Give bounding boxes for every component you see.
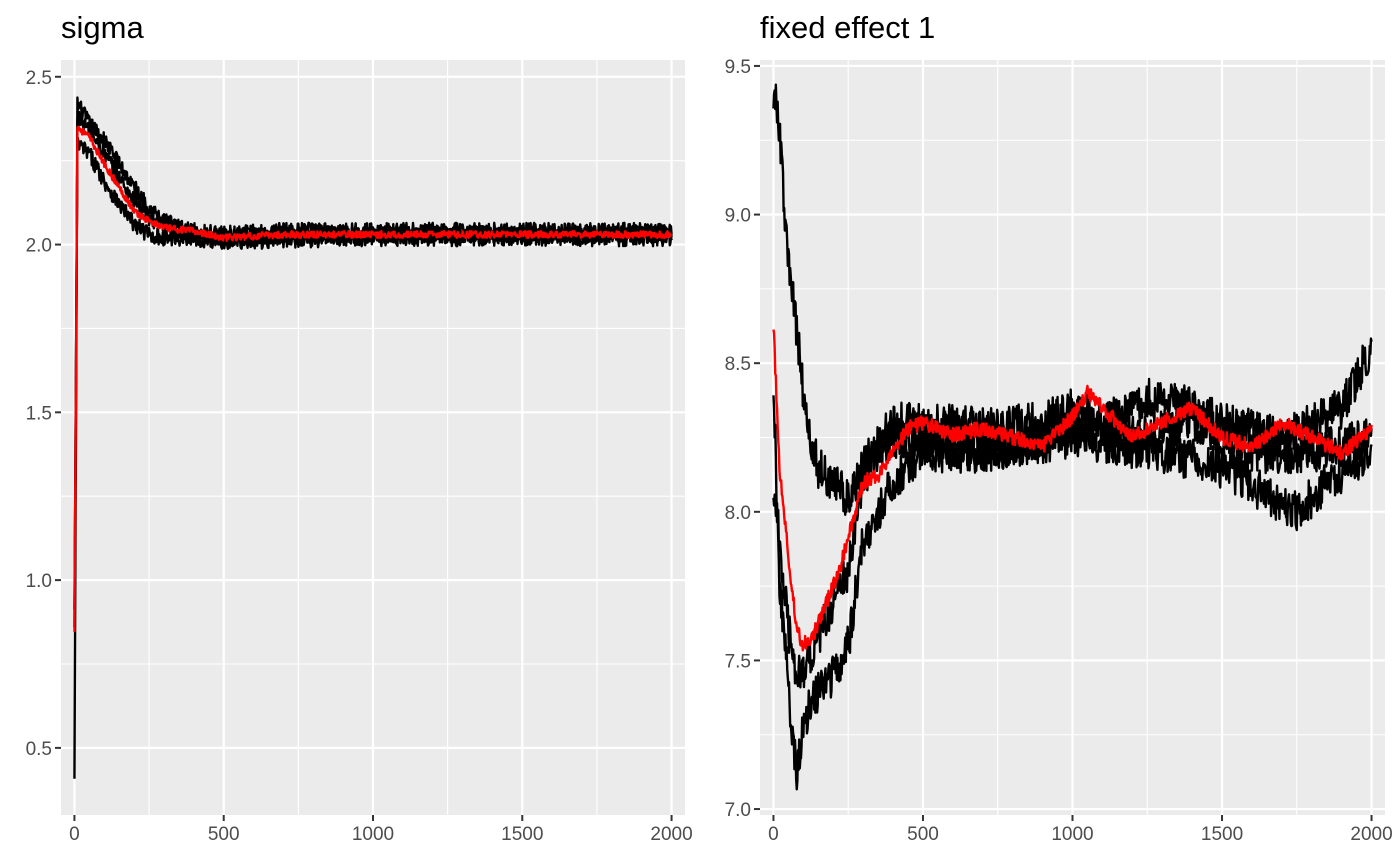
x-tick-label: 0 — [768, 824, 779, 845]
panel-sigma: sigma 0 500 1000 1500 2000 0.5 1.0 1.5 2.0 2.5 — [26, 10, 693, 845]
x-tick-label: 0 — [69, 824, 80, 845]
x-tick-label: 500 — [208, 824, 240, 845]
plot-fixed-effect-1: 0 500 1000 1500 2000 7.0 7.5 8.0 8.5 9.0 9.5 — [725, 57, 1393, 845]
chart-title-fixed-effect-1: fixed effect 1 — [760, 10, 936, 45]
y-tick-label: 9.0 — [725, 206, 751, 227]
plot-sigma: 0 500 1000 1500 2000 0.5 1.0 1.5 2.0 2.5 — [26, 60, 693, 845]
x-tick-label: 1000 — [352, 824, 394, 845]
x-tick-label: 1000 — [1051, 824, 1093, 845]
y-tick-label: 1.0 — [26, 571, 52, 592]
x-tick-label: 500 — [907, 824, 939, 845]
y-tick-label: 8.5 — [725, 354, 751, 375]
y-tick-label: 2.5 — [26, 68, 52, 89]
x-tick-label: 1500 — [1201, 824, 1243, 845]
series-line-red — [73, 125, 673, 632]
y-tick-label: 9.5 — [725, 57, 751, 78]
x-tick-label: 2000 — [650, 824, 692, 845]
series-line-black-3 — [772, 401, 1373, 689]
y-tick-label: 7.0 — [725, 800, 751, 821]
y-tick-label: 1.5 — [26, 403, 52, 424]
y-tick-label: 0.5 — [26, 739, 52, 760]
x-tick-label: 1500 — [501, 824, 543, 845]
y-tick-label: 8.0 — [725, 503, 751, 524]
chart-title-sigma: sigma — [61, 10, 144, 45]
y-tick-label: 2.0 — [26, 236, 52, 257]
panel-fixed-effect-1: fixed effect 1 0 500 1000 1500 2000 7.0 7.5 8.0… — [700, 0, 1400, 865]
series-line-red — [772, 329, 1373, 652]
series-line-black-3 — [73, 135, 673, 610]
y-tick-label: 7.5 — [725, 651, 751, 672]
x-tick-label: 2000 — [1350, 824, 1392, 845]
